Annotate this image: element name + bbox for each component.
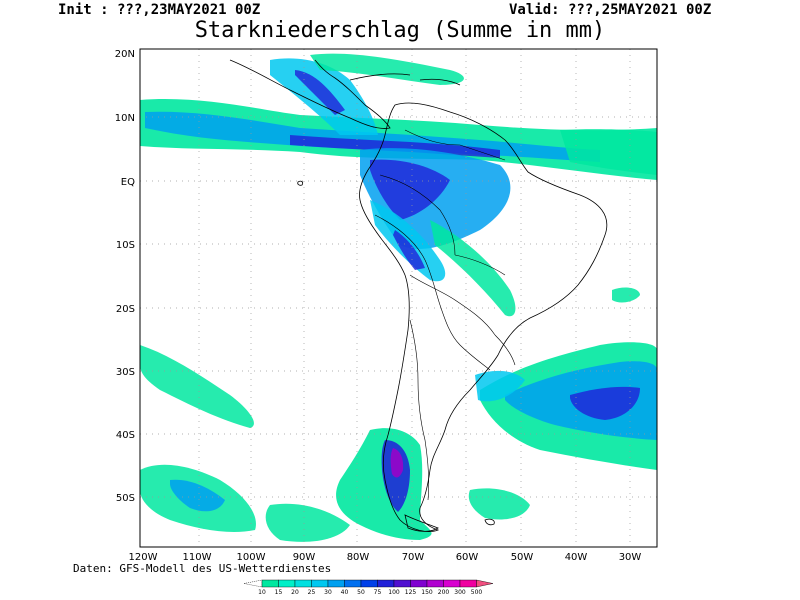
colorbar-label: 75: [374, 589, 382, 596]
latitude-labels: 20N 10N EQ 10S 20S 30S 40S 50S: [115, 49, 135, 504]
colorbar-swatch: [311, 579, 329, 588]
colorbar-label: 25: [308, 589, 316, 596]
lat-label: 30S: [116, 367, 135, 378]
coast-central-america: [229, 59, 391, 129]
data-source-credit: Daten: GFS-Modell des US-Wetterdienstes: [73, 562, 332, 575]
lat-label: EQ: [121, 177, 135, 188]
colorbar-label: 200: [438, 589, 450, 596]
colorbar-label: 30: [324, 589, 332, 596]
colorbar-swatch: [278, 579, 296, 588]
colorbar-label: 100: [388, 589, 400, 596]
colorbar-label: 15: [275, 589, 283, 596]
country-borders: [374, 129, 516, 501]
precip-amazon-core: [370, 159, 450, 220]
precip-far-south-pacific-core: [170, 479, 225, 512]
precip-central-america-core: [295, 70, 345, 115]
colorbar-label: 10: [258, 589, 266, 596]
colorbar-label: 50: [357, 589, 365, 596]
colorbar-swatch: [261, 579, 279, 588]
colorbar-swatch: [459, 579, 477, 588]
precip-argentine-sea: [468, 488, 530, 520]
precip-andes-core: [393, 230, 425, 270]
map-frame: [139, 48, 658, 548]
colorbar-swatch: [360, 579, 378, 588]
colorbar-label: 125: [405, 589, 417, 596]
coast-galapagos: [297, 180, 304, 186]
colorbar-swatch: [377, 579, 395, 588]
precipitation-field: [140, 53, 657, 542]
precip-atlantic-small: [612, 287, 640, 303]
colorbar-swatch: [476, 579, 494, 588]
lon-label: 100W: [237, 552, 266, 563]
colorbar-label: 300: [454, 589, 466, 596]
precip-southern-chile: [336, 428, 432, 540]
coast-south-america: [359, 102, 608, 532]
colorbar-swatch: [426, 579, 444, 588]
lon-label: 60W: [456, 552, 479, 563]
init-time-label: Init : ???,23MAY2021 00Z: [58, 2, 261, 18]
lat-label: 10S: [116, 240, 135, 251]
colorbar-swatch: [443, 579, 461, 588]
lon-label: 110W: [183, 552, 212, 563]
colorbar-label: 20: [291, 589, 299, 596]
precip-south-of-patagonia: [265, 503, 350, 542]
precip-plata: [475, 370, 525, 402]
lon-label: 50W: [511, 552, 534, 563]
precip-eq-atlantic: [560, 129, 657, 175]
colorbar-below-triangle: [243, 579, 263, 588]
colorbar-swatch: [393, 579, 411, 588]
coastlines: [229, 59, 608, 532]
precip-se-pacific: [140, 345, 254, 428]
colorbar-swatch: [294, 579, 312, 588]
valid-time-label: Valid: ???,25MAY2021 00Z: [509, 2, 712, 18]
lat-label: 20S: [116, 304, 135, 315]
colorbar-label: 150: [421, 589, 433, 596]
lon-label: 30W: [619, 552, 642, 563]
lat-label: 40S: [116, 430, 135, 441]
lat-label: 10N: [115, 113, 135, 124]
longitude-labels: 120W 110W 100W 90W 80W 70W 60W 50W 40W 3…: [129, 552, 642, 563]
precip-southern-chile-extreme: [390, 448, 404, 478]
lat-label: 20N: [115, 49, 135, 60]
coast-falklands: [484, 518, 495, 526]
lat-label: 50S: [116, 493, 135, 504]
precip-gulf: [310, 53, 464, 85]
lon-label: 40W: [565, 552, 588, 563]
colorbar-swatch: [410, 579, 428, 588]
precip-south-atlantic-heavy: [570, 386, 640, 420]
lon-label: 80W: [347, 552, 370, 563]
lon-label: 70W: [402, 552, 425, 563]
colorbar-label: 500: [471, 589, 483, 596]
coast-tierra-del-fuego: [404, 514, 439, 532]
lon-label: 120W: [129, 552, 158, 563]
coast-caribbean: [349, 73, 461, 86]
precip-band-itcz-heavy: [290, 135, 500, 158]
colorbar-swatch: [327, 579, 345, 588]
map-title: Starkniederschlag (Summe in mm): [194, 18, 606, 43]
precip-sacz: [430, 220, 516, 317]
colorbar-label: 40: [341, 589, 349, 596]
colorbar-swatch: [344, 579, 362, 588]
lon-label: 90W: [293, 552, 316, 563]
colorbar: 10 15 20 25 30 40 50 75 100 125 150 200 300 500: [243, 579, 494, 596]
